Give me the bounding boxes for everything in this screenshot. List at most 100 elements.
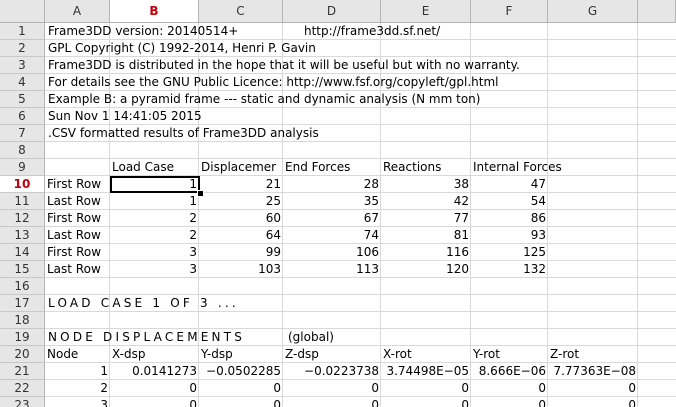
column-header-a[interactable]: A bbox=[45, 0, 110, 23]
row-header[interactable]: 23 bbox=[0, 397, 45, 407]
row-header[interactable]: 15 bbox=[0, 261, 45, 278]
cell-d14[interactable]: 106 bbox=[356, 245, 379, 259]
cell-a19[interactable]: NODE DISPLACEMENTS bbox=[48, 330, 246, 344]
cell-d22[interactable]: 0 bbox=[371, 381, 379, 395]
cell-a5[interactable]: Example B: a pyramid frame --- static an… bbox=[48, 92, 481, 106]
cell-d10[interactable]: 28 bbox=[363, 177, 379, 191]
cell-f15[interactable]: 132 bbox=[523, 262, 546, 276]
column-header-d[interactable]: D bbox=[283, 0, 381, 23]
cell-d20[interactable]: Z-dsp bbox=[285, 347, 319, 361]
cell-b23[interactable]: 0 bbox=[189, 398, 197, 407]
cell-e11[interactable]: 42 bbox=[453, 194, 469, 208]
row-header[interactable]: 1 bbox=[0, 23, 45, 40]
cell-a2[interactable]: GPL Copyright (C) 1992-2014, Henri P. Ga… bbox=[48, 41, 316, 55]
cell-a6[interactable]: Sun Nov 1 14:41:05 2015 bbox=[48, 109, 202, 123]
cell-b14[interactable]: 3 bbox=[189, 245, 197, 259]
cell-f14[interactable]: 125 bbox=[523, 245, 546, 259]
cell-a17[interactable]: LOAD CASE 1 OF 3 ... bbox=[48, 296, 239, 310]
column-header-b[interactable]: B bbox=[110, 0, 199, 23]
cell-b22[interactable]: 0 bbox=[189, 381, 197, 395]
cell-g20[interactable]: Z-rot bbox=[550, 347, 580, 361]
cell-c20[interactable]: Y-dsp bbox=[201, 347, 233, 361]
column-header-f[interactable]: F bbox=[471, 0, 548, 23]
row-header[interactable]: 13 bbox=[0, 227, 45, 244]
cell-b10[interactable]: 1 bbox=[189, 177, 197, 191]
row-header[interactable]: 19 bbox=[0, 329, 45, 346]
cell-e9[interactable]: Reactions bbox=[383, 160, 442, 174]
cell-d12[interactable]: 67 bbox=[363, 211, 379, 225]
cell-d15[interactable]: 113 bbox=[356, 262, 379, 276]
cell-d23[interactable]: 0 bbox=[371, 398, 379, 407]
row-header[interactable]: 20 bbox=[0, 346, 45, 363]
cell-d19[interactable]: (global) bbox=[288, 330, 334, 344]
cell-a12[interactable]: First Row bbox=[47, 211, 102, 225]
row-header[interactable]: 2 bbox=[0, 40, 45, 57]
cell-d1[interactable]: http://frame3dd.sf.net/ bbox=[304, 24, 441, 38]
cell-a14[interactable]: First Row bbox=[47, 245, 102, 259]
row-header[interactable]: 8 bbox=[0, 142, 45, 159]
cell-e23[interactable]: 0 bbox=[461, 398, 469, 407]
cell-grid[interactable] bbox=[45, 23, 676, 407]
cell-a4[interactable]: For details see the GNU Public Licence: … bbox=[48, 75, 499, 89]
cell-a15[interactable]: Last Row bbox=[47, 262, 101, 276]
row-header[interactable]: 3 bbox=[0, 57, 45, 74]
cell-b12[interactable]: 2 bbox=[189, 211, 197, 225]
cell-g22[interactable]: 0 bbox=[628, 381, 636, 395]
cell-c13[interactable]: 64 bbox=[265, 228, 281, 242]
cell-c9[interactable]: Displacemer bbox=[201, 160, 277, 174]
row-header[interactable]: 16 bbox=[0, 278, 45, 295]
cell-c14[interactable]: 99 bbox=[265, 245, 281, 259]
cell-c12[interactable]: 60 bbox=[265, 211, 281, 225]
cell-e10[interactable]: 38 bbox=[453, 177, 469, 191]
cell-b9[interactable]: Load Case bbox=[112, 160, 174, 174]
cell-f13[interactable]: 93 bbox=[530, 228, 546, 242]
cell-e13[interactable]: 81 bbox=[453, 228, 469, 242]
selected-cell-outline[interactable] bbox=[110, 176, 200, 193]
cell-e22[interactable]: 0 bbox=[461, 381, 469, 395]
cell-c21[interactable]: −0.0502285 bbox=[206, 364, 281, 378]
row-header[interactable]: 5 bbox=[0, 91, 45, 108]
row-header[interactable]: 11 bbox=[0, 193, 45, 210]
cell-d11[interactable]: 35 bbox=[363, 194, 379, 208]
cell-c10[interactable]: 21 bbox=[265, 177, 281, 191]
cell-c23[interactable]: 0 bbox=[273, 398, 281, 407]
row-header[interactable]: 17 bbox=[0, 295, 45, 312]
row-header[interactable]: 9 bbox=[0, 159, 45, 176]
cell-b15[interactable]: 3 bbox=[189, 262, 197, 276]
cell-f20[interactable]: Y-rot bbox=[473, 347, 500, 361]
cell-a20[interactable]: Node bbox=[47, 347, 79, 361]
cell-f21[interactable]: 8.666E−06 bbox=[478, 364, 546, 378]
cell-g23[interactable]: 0 bbox=[628, 398, 636, 407]
cell-a1[interactable]: Frame3DD version: 20140514+ bbox=[48, 24, 239, 38]
cell-f9[interactable]: Internal Forces bbox=[473, 160, 562, 174]
cell-d9[interactable]: End Forces bbox=[285, 160, 351, 174]
row-header[interactable]: 6 bbox=[0, 108, 45, 125]
row-header[interactable]: 22 bbox=[0, 380, 45, 397]
select-all-corner[interactable] bbox=[0, 0, 45, 23]
row-header[interactable]: 21 bbox=[0, 363, 45, 380]
cell-c15[interactable]: 103 bbox=[258, 262, 281, 276]
column-header-blank[interactable] bbox=[638, 0, 676, 23]
row-header[interactable]: 14 bbox=[0, 244, 45, 261]
cell-a11[interactable]: Last Row bbox=[47, 194, 101, 208]
row-header[interactable]: 7 bbox=[0, 125, 45, 142]
cell-g21[interactable]: 7.77363E−08 bbox=[553, 364, 636, 378]
cell-e15[interactable]: 120 bbox=[446, 262, 469, 276]
cell-a22[interactable]: 2 bbox=[100, 381, 108, 395]
column-header-c[interactable]: C bbox=[199, 0, 283, 23]
cell-b21[interactable]: 0.0141273 bbox=[132, 364, 197, 378]
cell-d13[interactable]: 74 bbox=[363, 228, 379, 242]
row-header[interactable]: 18 bbox=[0, 312, 45, 329]
cell-a23[interactable]: 3 bbox=[100, 398, 108, 407]
cell-b11[interactable]: 1 bbox=[189, 194, 197, 208]
column-header-g[interactable]: G bbox=[548, 0, 638, 23]
cell-e14[interactable]: 116 bbox=[446, 245, 469, 259]
cell-f12[interactable]: 86 bbox=[530, 211, 546, 225]
cell-f22[interactable]: 0 bbox=[538, 381, 546, 395]
cell-a10[interactable]: First Row bbox=[47, 177, 102, 191]
cell-f23[interactable]: 0 bbox=[538, 398, 546, 407]
cell-f10[interactable]: 47 bbox=[530, 177, 546, 191]
row-header[interactable]: 12 bbox=[0, 210, 45, 227]
cell-b20[interactable]: X-dsp bbox=[112, 347, 146, 361]
cell-e21[interactable]: 3.74498E−05 bbox=[386, 364, 469, 378]
